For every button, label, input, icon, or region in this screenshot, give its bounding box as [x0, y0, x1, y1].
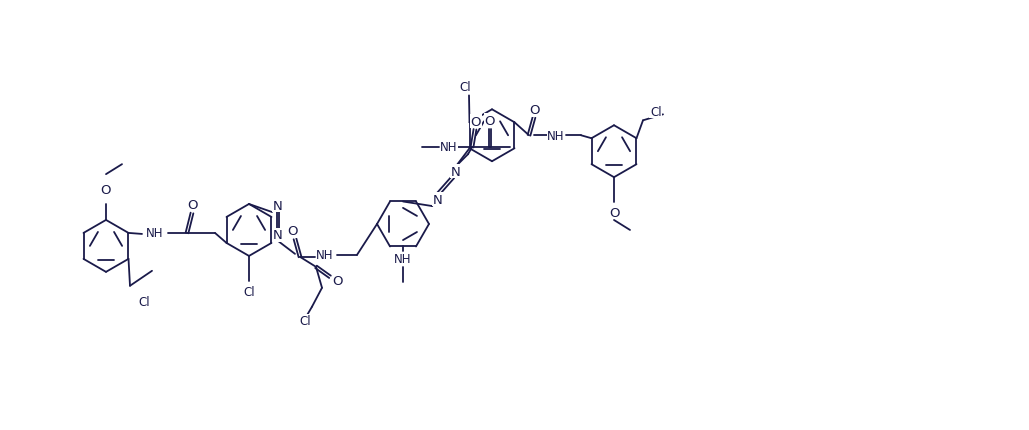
Text: O: O [529, 104, 539, 117]
Text: N: N [273, 229, 283, 242]
Text: N: N [451, 165, 461, 178]
Text: Cl: Cl [138, 295, 149, 308]
Text: NH: NH [316, 249, 333, 262]
Text: O: O [332, 275, 344, 288]
Text: O: O [609, 206, 619, 219]
Text: O: O [470, 116, 482, 129]
Text: Cl: Cl [650, 106, 662, 119]
Text: O: O [288, 225, 298, 238]
Text: O: O [101, 183, 111, 196]
Text: NH: NH [440, 141, 458, 154]
Text: O: O [485, 114, 495, 128]
Text: NH: NH [146, 227, 164, 240]
Text: Cl: Cl [299, 314, 311, 327]
Text: NH: NH [547, 129, 565, 142]
Text: Cl: Cl [459, 81, 471, 94]
Text: Cl: Cl [243, 286, 255, 298]
Text: NH: NH [394, 253, 412, 266]
Text: O: O [187, 198, 199, 211]
Text: N: N [433, 193, 442, 206]
Text: N: N [273, 199, 283, 212]
